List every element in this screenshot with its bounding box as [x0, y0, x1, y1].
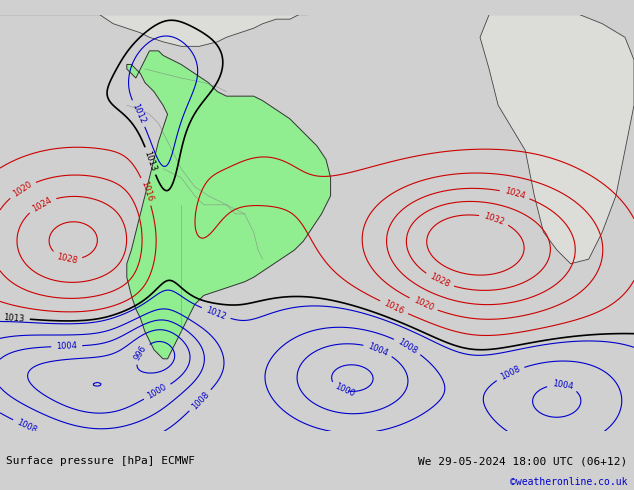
Text: 996: 996: [133, 344, 149, 363]
Text: 1028: 1028: [428, 272, 451, 290]
Text: 1008: 1008: [498, 364, 522, 382]
Text: 1020: 1020: [412, 296, 435, 313]
Text: 1020: 1020: [11, 180, 34, 199]
Text: 1000: 1000: [333, 382, 356, 399]
Text: 1024: 1024: [30, 195, 53, 213]
Text: 1013: 1013: [143, 149, 158, 172]
Text: 1004: 1004: [366, 342, 390, 358]
Text: ©weatheronline.co.uk: ©weatheronline.co.uk: [510, 477, 628, 487]
Text: 1013: 1013: [3, 313, 25, 323]
Text: 1004: 1004: [56, 342, 77, 351]
Polygon shape: [0, 15, 308, 47]
Polygon shape: [127, 51, 330, 359]
Text: 1012: 1012: [205, 305, 228, 321]
Text: Surface pressure [hPa] ECMWF: Surface pressure [hPa] ECMWF: [6, 456, 195, 466]
Text: 1012: 1012: [130, 102, 147, 125]
Polygon shape: [480, 15, 634, 264]
Text: 1028: 1028: [56, 252, 78, 265]
Text: 1024: 1024: [503, 187, 526, 201]
Text: 1032: 1032: [482, 211, 506, 226]
Text: 1016: 1016: [139, 180, 154, 203]
Text: 1008: 1008: [396, 337, 419, 356]
Text: 1004: 1004: [552, 379, 574, 392]
Text: We 29-05-2024 18:00 UTC (06+12): We 29-05-2024 18:00 UTC (06+12): [418, 456, 628, 466]
Text: 1016: 1016: [382, 299, 406, 316]
Text: 1000: 1000: [146, 383, 169, 401]
Text: 1008: 1008: [16, 418, 39, 435]
Text: 1008: 1008: [190, 390, 210, 411]
